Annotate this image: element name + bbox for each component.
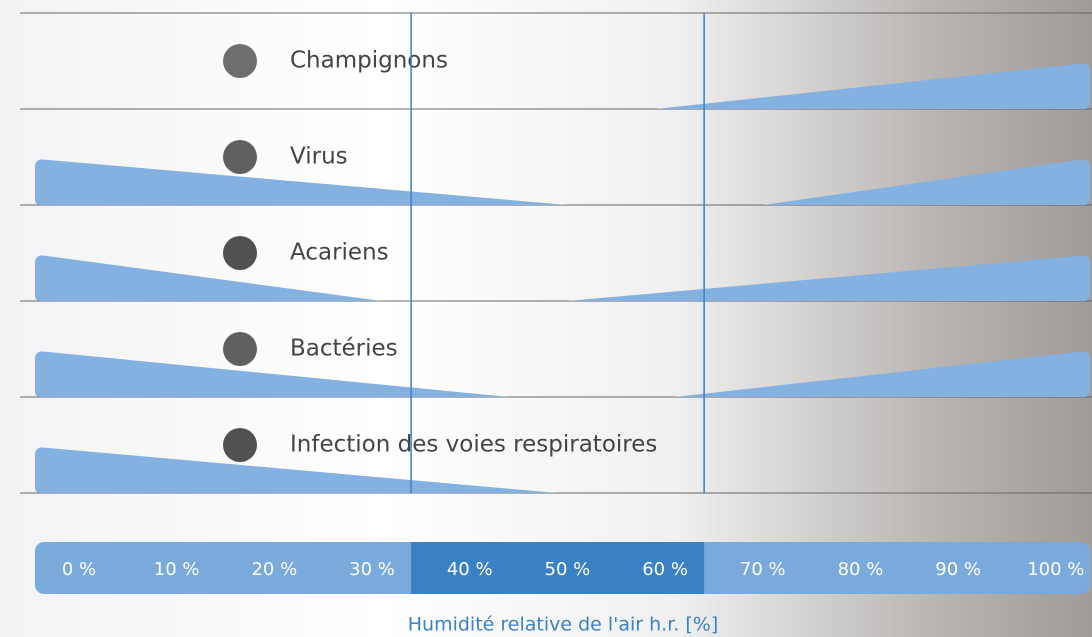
x-tick-label: 90 % (935, 559, 981, 580)
row-icon (223, 140, 257, 174)
x-tick-label: 70 % (740, 559, 786, 580)
x-tick-label: 60 % (642, 559, 688, 580)
wedge-decreasing (35, 255, 382, 301)
x-axis-title: Humidité relative de l'air h.r. [%] (408, 614, 719, 636)
plot: Champignons Virus Acariens Bactéries Infecti… (20, 12, 1092, 594)
x-tick-label: 20 % (251, 559, 297, 580)
optimal-band (411, 542, 705, 594)
x-tick-label: 100 % (1027, 559, 1084, 580)
row-label: Infection des voies respiratoires (290, 432, 657, 458)
x-tick-label: 80 % (838, 559, 884, 580)
x-tick-label: 30 % (349, 559, 395, 580)
wedge-decreasing (35, 159, 568, 205)
row-icon (223, 44, 257, 78)
row-icon (223, 236, 257, 270)
x-tick-label: 40 % (447, 559, 493, 580)
x-tick-label: 50 % (545, 559, 591, 580)
wedge-increasing (567, 255, 1090, 301)
wedge-increasing (674, 351, 1090, 397)
row-label: Acariens (290, 240, 389, 266)
wedge-decreasing (35, 351, 509, 397)
x-tick-label: 10 % (154, 559, 200, 580)
wedge-increasing (762, 159, 1090, 205)
row-label: Bactéries (290, 336, 398, 362)
row-icon (223, 428, 257, 462)
row-label: Champignons (290, 48, 448, 74)
wedge-increasing (655, 63, 1090, 109)
row-icon (223, 332, 257, 366)
wedge-decreasing (35, 447, 558, 493)
x-tick-label: 0 % (62, 559, 96, 580)
row-label: Virus (290, 144, 348, 170)
